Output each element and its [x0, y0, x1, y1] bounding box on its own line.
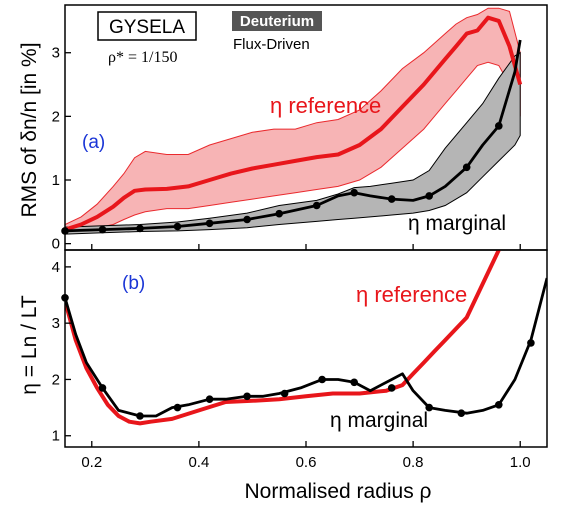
- panel-b-marginal-marker: [425, 403, 434, 412]
- panel-b-marginal-marker: [98, 384, 107, 392]
- panel-a-marginal-marker: [205, 219, 214, 228]
- panel-a-ytick-label: 0: [52, 236, 60, 253]
- panel-a-label: (a): [82, 132, 105, 153]
- panel-b: 1 2 3 4 0.2 0.4 0.6 0.8 1.0 (b) η reference η m…: [18, 249, 548, 503]
- panel-a-marginal-marker: [462, 163, 471, 172]
- panel-b-marginal-marker: [350, 378, 359, 387]
- panel-a-reference-label: η reference: [270, 93, 381, 118]
- panel-b-marginal-marker: [527, 339, 535, 347]
- panel-a-marginal-marker: [425, 192, 434, 200]
- panel-a-marginal-marker: [387, 195, 396, 203]
- panel-b-xtick-label: 0.8: [403, 454, 424, 471]
- panel-b-marginal-marker: [495, 401, 503, 409]
- panel-a-marginal-line: [65, 39, 522, 233]
- panel-b-xtick-label: 1.0: [510, 454, 531, 471]
- panel-b-marginal-marker: [318, 375, 326, 384]
- panel-b-marginal-marker: [205, 395, 214, 404]
- panel-a-ytick-label: 1: [52, 172, 60, 189]
- run-type-label: Flux-Driven: [233, 36, 310, 53]
- panel-a-marginal-marker: [350, 188, 359, 197]
- panel-b-label: (b): [122, 273, 145, 294]
- panel-a-marginal-band: [65, 51, 521, 235]
- panel-b-marginal-marker: [457, 409, 466, 418]
- species-badge: [232, 11, 322, 31]
- rho-star-label: ρ* = 1/150: [108, 49, 177, 66]
- panel-b-ytick-label: 2: [52, 371, 60, 388]
- panel-b-marginal-marker: [173, 403, 182, 412]
- panel-b-xtick-label: 0.2: [81, 454, 102, 471]
- panel-a-reference-line: [65, 15, 523, 232]
- panel-a-marginal-label: η marginal: [408, 212, 506, 235]
- x-axis-label: Normalised radius ρ: [244, 480, 431, 503]
- panel-a-marginal-marker: [136, 224, 144, 233]
- panel-b-ytick-label: 4: [52, 259, 60, 276]
- panel-a-marginal-marker: [495, 122, 503, 130]
- panel-a-ytick-label: 2: [52, 108, 60, 125]
- panel-a-ylabel: RMS of δn/n [in %]: [18, 42, 41, 217]
- panel-a: 0 1 2 3 (a) GYSELA ρ* = 1/150 Deuterium Flu…: [18, 4, 548, 253]
- panel-b-marginal-marker: [387, 384, 396, 392]
- panel-b-reference-line: [65, 250, 501, 426]
- panel-b-xtick-label: 0.6: [296, 454, 317, 471]
- panel-b-marginal-marker: [136, 412, 144, 420]
- panel-b-xtick-label: 0.4: [188, 454, 209, 471]
- panel-b-marginal-marker: [280, 389, 289, 398]
- panel-a-marginal-marker: [173, 222, 182, 231]
- panel-b-ylabel: η = Ln / LT: [18, 295, 41, 395]
- panel-b-marginal-marker: [243, 392, 251, 401]
- panel-a-ytick-label: 3: [52, 45, 60, 62]
- code-box-label: GYSELA: [109, 17, 185, 38]
- code-box: [97, 11, 197, 41]
- panel-a-marginal-marker: [243, 215, 251, 224]
- panel-b-reference-label: η reference: [356, 282, 467, 307]
- panel-a-marginal-marker: [98, 225, 107, 234]
- panel-b-marginal-label: η marginal: [330, 409, 428, 432]
- panel-a-marginal-marker: [275, 209, 284, 218]
- panel-b-ytick-label: 3: [52, 315, 60, 332]
- panel-a-marginal-marker: [312, 201, 321, 210]
- species-badge-label: Deuterium: [240, 13, 314, 30]
- panel-b-ytick-label: 1: [52, 428, 60, 445]
